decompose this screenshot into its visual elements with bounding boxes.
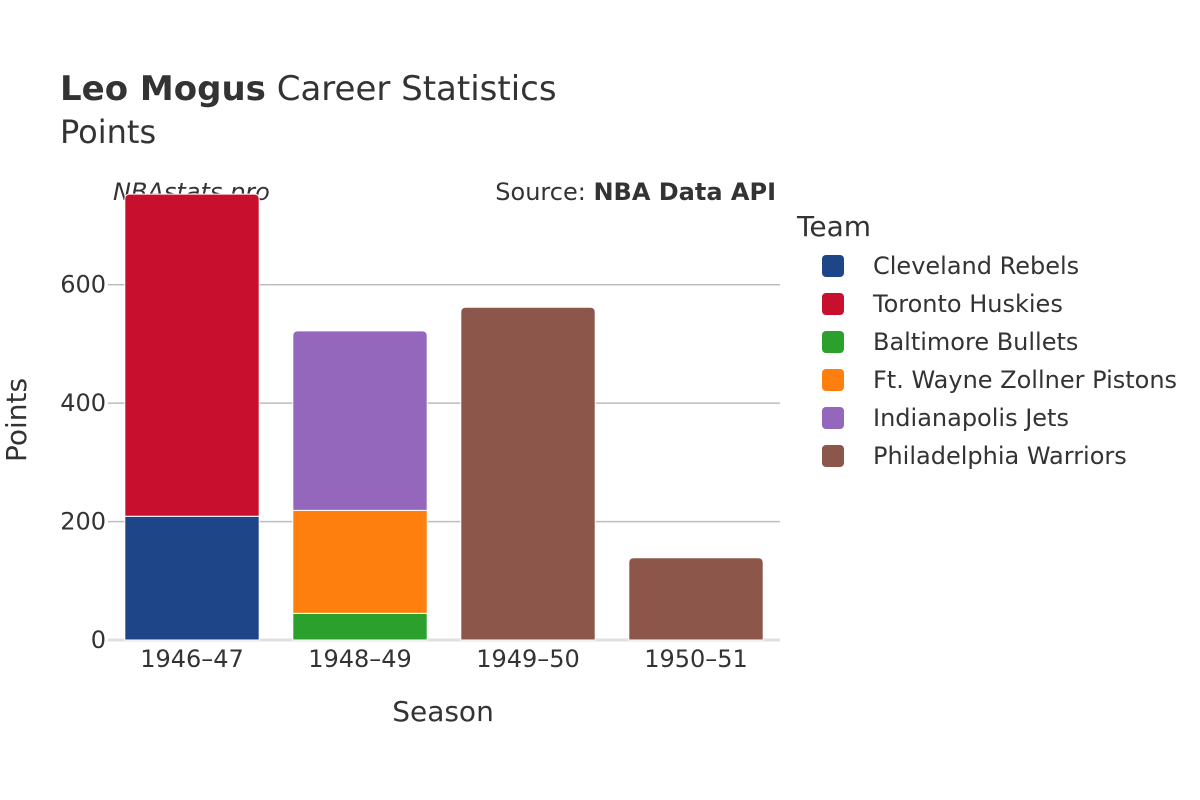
legend-swatch — [822, 331, 844, 353]
y-axis-title: Points — [0, 378, 33, 462]
bar-baltimore-bullets — [292, 612, 428, 641]
chart-title: Leo Mogus Career Statistics — [60, 69, 557, 109]
y-axis-ticks: 0 200 400 600 — [60, 271, 106, 654]
legend-title: Team — [796, 210, 871, 243]
legend-item: Philadelphia Warriors — [822, 442, 1127, 470]
legend-swatch — [822, 369, 844, 391]
x-tick-label: 1950–51 — [644, 645, 748, 673]
player-name: Leo Mogus — [60, 69, 266, 109]
bar-indianapolis-jets — [292, 330, 428, 511]
x-axis-ticks: 1946–47 1948–49 1949–50 1950–51 — [140, 645, 748, 673]
legend-label: Toronto Huskies — [872, 290, 1063, 318]
y-tick-label: 200 — [60, 508, 106, 536]
legend-label: Cleveland Rebels — [873, 252, 1079, 280]
bars — [124, 193, 764, 641]
legend-swatch — [822, 255, 844, 277]
bar-ft-wayne-zollner-pistons — [292, 509, 428, 614]
y-tick-label: 400 — [60, 389, 106, 417]
bar-philadelphia-warriors — [628, 557, 764, 641]
legend: Cleveland Rebels Toronto Huskies Baltimore… — [822, 252, 1177, 470]
source-name: NBA Data API — [593, 178, 776, 206]
legend-label: Baltimore Bullets — [873, 328, 1078, 356]
legend-label: Indianapolis Jets — [873, 404, 1069, 432]
bar-cleveland-rebels — [124, 515, 260, 641]
title-suffix: Career Statistics — [277, 69, 557, 109]
x-tick-label: 1948–49 — [308, 645, 412, 673]
y-tick-label: 0 — [91, 626, 106, 654]
legend-label: Philadelphia Warriors — [873, 442, 1127, 470]
source-prefix: Source: — [495, 178, 593, 206]
legend-swatch — [822, 407, 844, 429]
legend-item: Cleveland Rebels — [822, 252, 1079, 280]
legend-item: Toronto Huskies — [822, 290, 1063, 318]
bar-toronto-huskies — [124, 193, 260, 517]
bar-philadelphia-warriors — [460, 306, 596, 641]
legend-item: Indianapolis Jets — [822, 404, 1069, 432]
y-tick-label: 600 — [60, 271, 106, 299]
x-tick-label: 1946–47 — [140, 645, 244, 673]
legend-item: Baltimore Bullets — [822, 328, 1078, 356]
legend-swatch — [822, 445, 844, 467]
legend-swatch — [822, 293, 844, 315]
legend-item: Ft. Wayne Zollner Pistons — [822, 366, 1177, 394]
source-credit: Source: NBA Data API — [495, 178, 776, 206]
chart-subtitle: Points — [60, 113, 156, 151]
x-tick-label: 1949–50 — [476, 645, 580, 673]
legend-label: Ft. Wayne Zollner Pistons — [873, 366, 1177, 394]
x-axis-title: Season — [392, 695, 494, 728]
